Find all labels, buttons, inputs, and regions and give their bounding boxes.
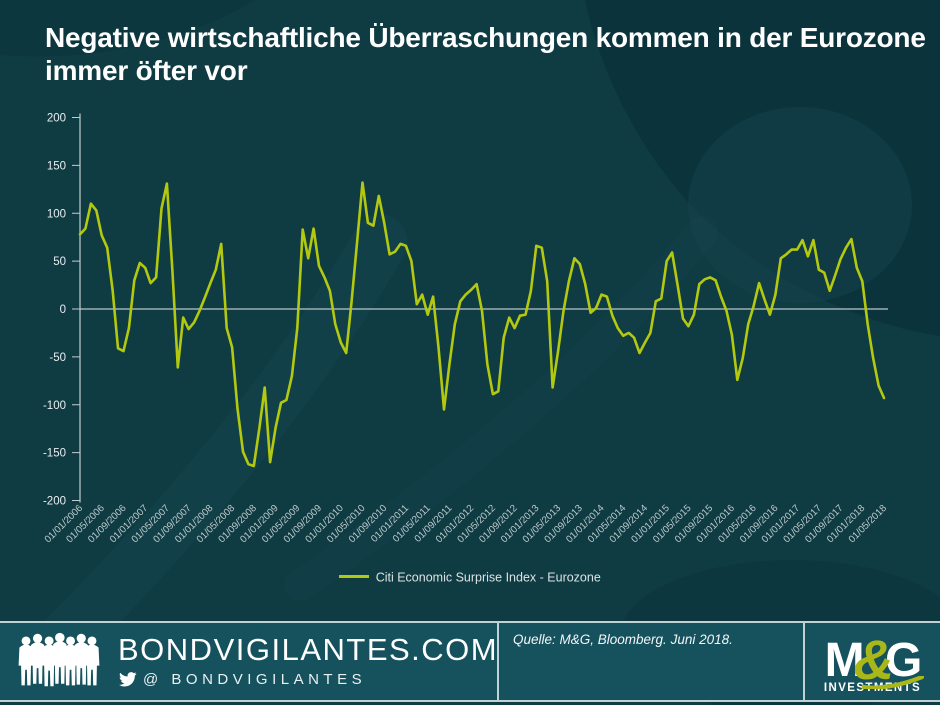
footer-band: BONDVIGILANTES.COM @ BONDVIGILANTES Quel…: [0, 621, 940, 702]
mg-investments-logo: M&G INVESTMENTS: [824, 627, 925, 695]
y-axis-label: 50: [53, 256, 66, 268]
y-axis-label: 200: [47, 113, 66, 125]
y-axis-label: -150: [43, 448, 66, 460]
twitter-handle-row: @ BONDVIGILANTES: [118, 670, 498, 689]
series-line: [78, 181, 886, 468]
y-axis-label: 100: [47, 208, 66, 220]
bond-vigilantes-people-icon: [18, 632, 100, 687]
bondvigilantes-site-text: BONDVIGILANTES.COM: [118, 632, 499, 668]
y-axis-label: 0: [60, 304, 66, 316]
legend-label: Citi Economic Surprise Index - Eurozone: [375, 570, 601, 585]
twitter-handle-text: @ BONDVIGILANTES: [143, 670, 367, 688]
y-axis-label: -100: [43, 400, 66, 412]
y-axis-label: 150: [47, 160, 66, 172]
source-text: Quelle: M&G, Bloomberg. Juni 2018.: [513, 632, 733, 647]
twitter-bird-icon: [119, 671, 137, 687]
mg-logo-ampersand: &: [853, 627, 895, 691]
legend-line-swatch: [339, 575, 370, 579]
mg-logo-g: G: [885, 633, 922, 687]
y-axis-label: -50: [49, 352, 66, 364]
surprise-index-line-chart: 200150100500-50-100-150-20001/01/200601/…: [43, 113, 890, 546]
chart-legend: Citi Economic Surprise Index - Eurozone: [0, 570, 940, 585]
page-title: Negative wirtschaftliche Überraschungen …: [45, 22, 926, 86]
footer-logo-cell: M&G INVESTMENTS: [803, 623, 940, 700]
footer-source-cell: Quelle: M&G, Bloomberg. Juni 2018.: [497, 623, 803, 700]
footer-brand-cell: BONDVIGILANTES.COM @ BONDVIGILANTES: [0, 623, 497, 700]
mg-logo-m: M: [824, 633, 865, 687]
y-axis-label: -200: [43, 496, 66, 508]
mg-logo-swoosh: [862, 675, 925, 689]
